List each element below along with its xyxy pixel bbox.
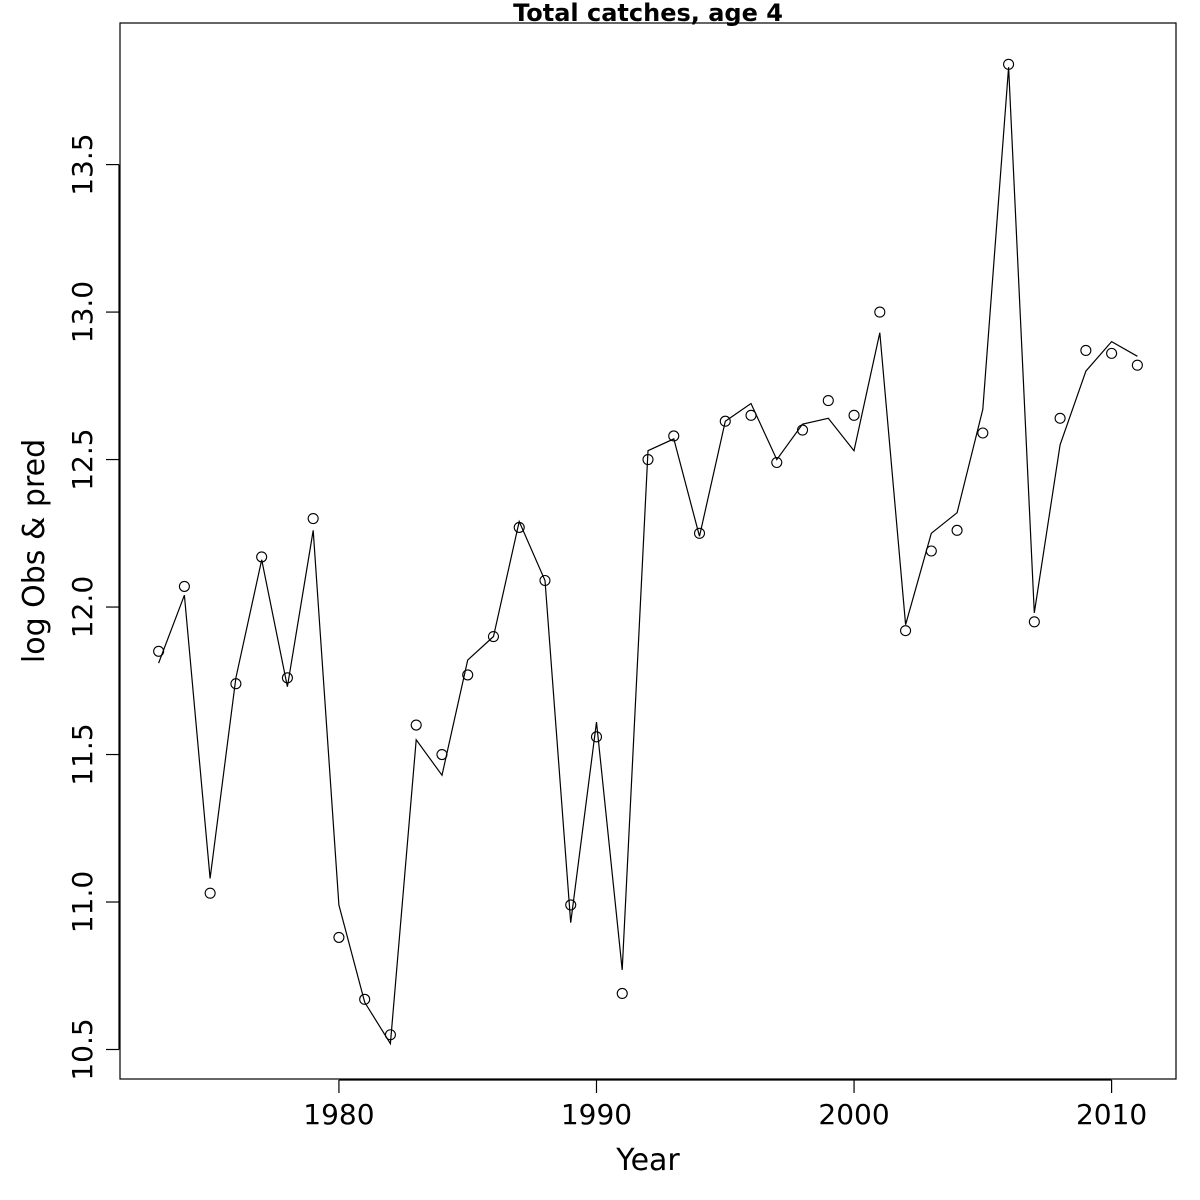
y-tick-label: 11.0 <box>66 871 99 933</box>
y-tick-label: 13.5 <box>66 133 99 195</box>
observed-point <box>359 993 371 1005</box>
observed-point <box>874 306 886 318</box>
observed-point <box>1028 616 1040 628</box>
observed-point <box>436 748 448 761</box>
observed-point <box>693 527 706 539</box>
y-tick-label: 10.5 <box>66 1018 99 1080</box>
observed-point <box>668 430 680 442</box>
observed-point <box>539 574 551 587</box>
observed-point <box>281 672 293 684</box>
observed-point <box>333 931 345 943</box>
x-tick-label: 2000 <box>818 1098 889 1131</box>
observed-point <box>925 545 937 557</box>
observed-point <box>796 424 809 436</box>
observed-point <box>1131 359 1143 371</box>
x-axis: 1980 1990 2000 2010 <box>303 1079 1147 1131</box>
observed-point <box>616 987 628 1000</box>
x-tick-label: 2010 <box>1076 1098 1147 1131</box>
observed-point <box>153 645 165 657</box>
x-tick-label: 1980 <box>303 1098 374 1131</box>
observed-point <box>204 887 216 899</box>
observed-point <box>565 899 577 911</box>
plot-area-frame <box>119 22 1177 1080</box>
observed-point <box>642 454 654 466</box>
observed-point <box>719 415 731 427</box>
observed-point <box>951 524 963 536</box>
observed-series <box>153 58 1143 1041</box>
predicted-line <box>158 67 1138 1046</box>
y-tick-label: 13.0 <box>66 281 99 343</box>
observed-point <box>1003 58 1015 70</box>
observed-point <box>1054 412 1066 424</box>
y-axis: 10.5 11.0 11.5 12.0 12.5 13.0 13.5 <box>66 133 120 1081</box>
y-tick-label: 11.5 <box>66 723 99 785</box>
y-tick-label: 12.0 <box>66 576 99 638</box>
x-axis-title: Year <box>615 1143 680 1178</box>
observed-point <box>1080 344 1092 356</box>
observed-point <box>487 630 500 643</box>
observed-point <box>900 625 912 637</box>
observed-point <box>977 427 989 439</box>
observed-point <box>771 456 783 469</box>
x-tick-label: 1990 <box>561 1098 632 1131</box>
observed-point <box>513 521 525 533</box>
observed-point <box>256 551 268 563</box>
observed-point <box>745 409 757 421</box>
y-axis-title: log Obs & pred <box>17 439 52 663</box>
observed-point <box>410 719 422 731</box>
observed-point <box>230 678 242 690</box>
observed-point <box>1106 347 1118 359</box>
observed-point <box>590 731 603 743</box>
observed-point <box>848 409 860 421</box>
y-tick-label: 12.5 <box>66 428 99 490</box>
observed-point <box>178 580 190 592</box>
observed-point <box>822 395 834 407</box>
observed-point <box>462 669 474 681</box>
observed-point <box>307 513 319 525</box>
predicted-series <box>158 67 1138 1046</box>
observed-point <box>384 1029 396 1041</box>
